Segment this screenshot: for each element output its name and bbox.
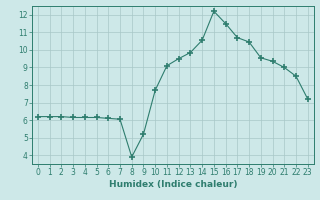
- X-axis label: Humidex (Indice chaleur): Humidex (Indice chaleur): [108, 180, 237, 189]
